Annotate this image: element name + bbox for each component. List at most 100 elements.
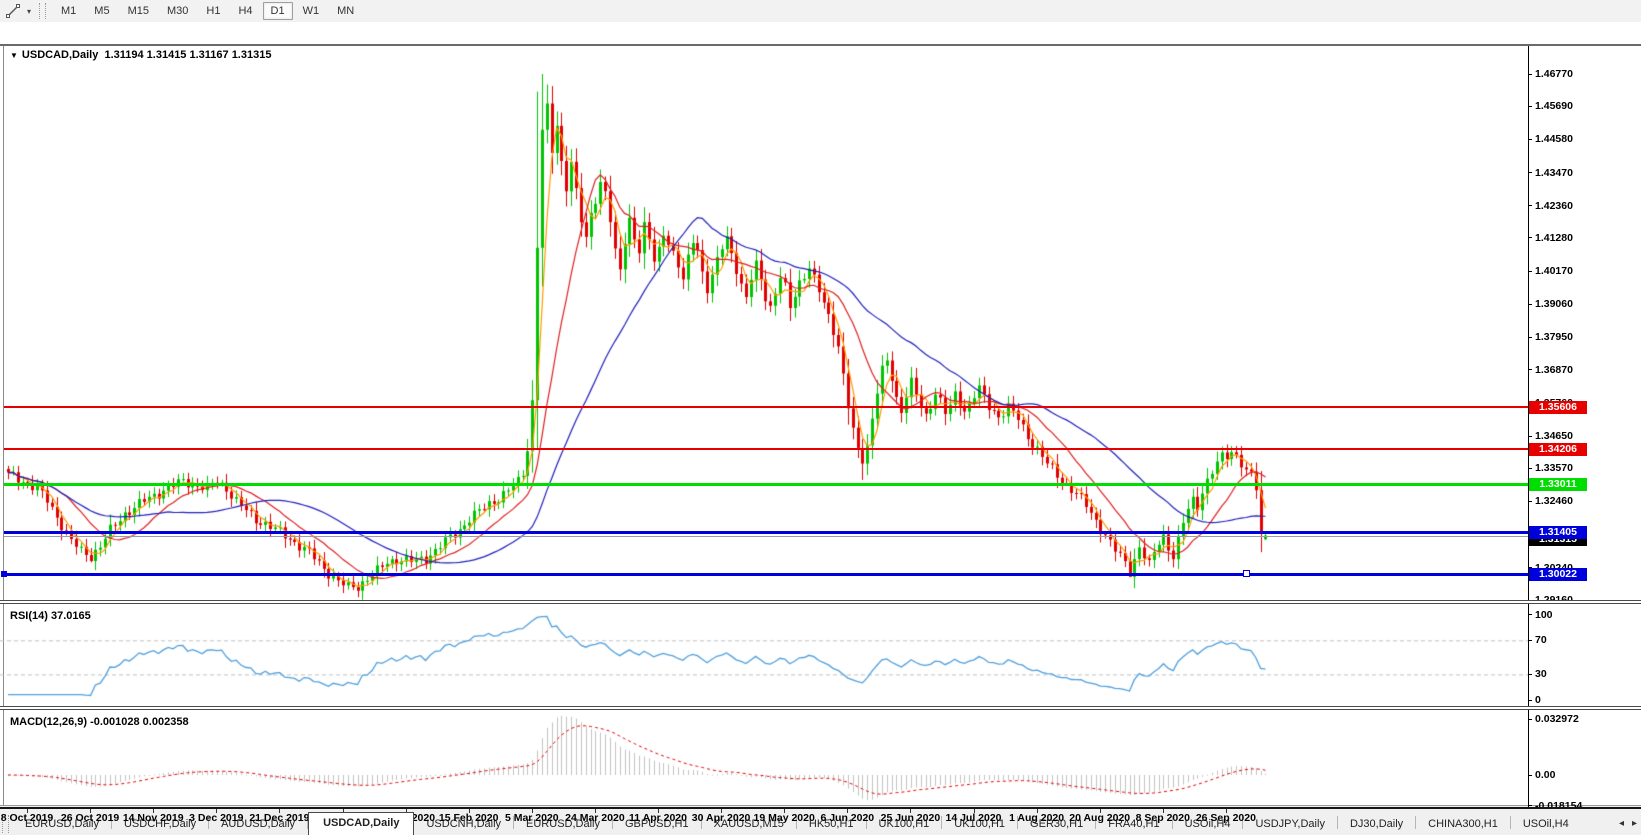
current-price-line bbox=[4, 535, 1528, 537]
date-label: 8 Sep 2020 bbox=[1135, 812, 1190, 824]
price-line-badge: 1.30022 bbox=[1529, 567, 1587, 581]
line-tool-dropdown-arrow[interactable]: ▾ bbox=[26, 6, 31, 16]
price-tick-label: 1.42360 bbox=[1535, 199, 1573, 212]
tab-scroll-right-icon[interactable]: ▸ bbox=[1631, 818, 1637, 829]
date-tick-mark bbox=[847, 809, 849, 813]
tab-separator bbox=[513, 816, 515, 829]
price-tick-label: 1.32460 bbox=[1535, 495, 1573, 508]
price-line-badge: 1.35606 bbox=[1529, 400, 1587, 414]
date-tick-mark bbox=[973, 809, 975, 813]
symbol-tab-ger30-11[interactable]: GER30,H1 bbox=[1030, 818, 1084, 830]
price-line-badge: 1.34206 bbox=[1529, 442, 1587, 456]
date-label: 6 Jun 2020 bbox=[820, 812, 875, 824]
chart-collapse-arrow-icon[interactable]: ▼ bbox=[10, 51, 18, 60]
toolbar-grip[interactable] bbox=[39, 3, 46, 19]
date-tick-mark bbox=[279, 809, 281, 813]
date-tick-mark bbox=[1225, 809, 1227, 813]
symbol-tab-uk100-9[interactable]: UK100,H1 bbox=[878, 818, 930, 830]
date-label: 24 Mar 2020 bbox=[565, 812, 625, 824]
timeframe-button-d1[interactable]: D1 bbox=[262, 2, 293, 20]
date-tick-mark bbox=[468, 809, 470, 813]
price-tick-mark bbox=[1528, 336, 1532, 338]
symbol-tab-eurusd-5[interactable]: EURUSD,Daily bbox=[526, 818, 600, 830]
symbol-tab-china300-16[interactable]: CHINA300,H1 bbox=[1428, 818, 1498, 830]
timeframe-button-h1[interactable]: H1 bbox=[206, 5, 221, 17]
date-label: 1 Aug 2020 bbox=[1009, 812, 1065, 824]
symbol-tabs: EURUSD,Daily USDCHF,Daily AUDUSD,Daily USDC… bbox=[13, 806, 1601, 835]
timeframe-button-mn[interactable]: MN bbox=[337, 5, 355, 17]
price-tick-mark bbox=[1528, 205, 1532, 207]
horizontal-line-1.31405[interactable] bbox=[4, 531, 1528, 535]
symbol-tab-usdchf-1[interactable]: USDCHF,Daily bbox=[123, 818, 197, 830]
horizontal-line-1.34206[interactable] bbox=[4, 448, 1528, 451]
rsi-tick-label: 100 bbox=[1535, 608, 1553, 621]
rsi-tick-mark bbox=[1528, 673, 1532, 675]
symbol-tab-xauusd-7[interactable]: XAUUSD,M15 bbox=[713, 818, 784, 830]
line-handle-left[interactable] bbox=[1, 571, 7, 578]
symbol-tab-dj30-15[interactable]: DJ30,Daily bbox=[1349, 818, 1404, 830]
rsi-indicator-canvas[interactable] bbox=[0, 604, 1528, 706]
tab-separator bbox=[865, 816, 867, 829]
symbol-tab-usoil-17[interactable]: USOil,H4 bbox=[1522, 818, 1569, 830]
symbol-tab-audusd-2[interactable]: AUDUSD,Daily bbox=[221, 818, 296, 830]
macd-tick-mark bbox=[1528, 774, 1532, 776]
date-label: 3 Dec 2019 bbox=[189, 812, 244, 824]
price-tick-mark bbox=[1528, 500, 1532, 502]
date-tick-mark bbox=[27, 809, 28, 813]
date-tick-mark bbox=[784, 809, 786, 813]
price-chart-canvas[interactable] bbox=[0, 46, 1528, 600]
pane-divider-rsi-macd[interactable] bbox=[0, 706, 1641, 710]
price-tick-label: 1.43470 bbox=[1535, 166, 1573, 179]
date-label: 14 Jul 2020 bbox=[945, 812, 1002, 824]
line-handle-right[interactable] bbox=[1243, 570, 1250, 578]
pane-divider-main-rsi[interactable] bbox=[0, 600, 1641, 604]
date-tick-mark bbox=[531, 809, 533, 813]
symbol-tab-usdcnh-4[interactable]: USDCNH,Daily bbox=[426, 818, 502, 830]
date-tick-mark bbox=[910, 809, 912, 813]
timeframe-button-h4[interactable]: H4 bbox=[238, 5, 253, 17]
symbol-tab-usdcad-3[interactable]: USDCAD,Daily bbox=[308, 812, 415, 835]
date-tick-mark bbox=[658, 809, 659, 813]
macd-tick-mark bbox=[1528, 718, 1532, 720]
tab-separator bbox=[1171, 816, 1173, 829]
horizontal-line-1.33011[interactable] bbox=[4, 483, 1528, 487]
timeframe-button-m1[interactable]: M1 bbox=[61, 5, 77, 17]
timeframe-button-m30[interactable]: M30 bbox=[166, 5, 189, 17]
tab-separator bbox=[1095, 816, 1097, 829]
symbol-tab-gbpusd-6[interactable]: GBPUSD,H1 bbox=[625, 818, 689, 830]
tab-scroll-left-icon[interactable]: ◂ bbox=[1618, 818, 1624, 829]
symbol-tab-uk100-10[interactable]: UK100,H1 bbox=[954, 818, 1006, 830]
rsi-tick-label: 0 bbox=[1535, 694, 1541, 706]
rsi-tick-label: 30 bbox=[1535, 668, 1547, 681]
timeframe-button-w1[interactable]: W1 bbox=[302, 5, 320, 17]
price-tick-label: 1.39060 bbox=[1535, 298, 1573, 311]
tab-separator bbox=[208, 816, 210, 829]
timeframe-button-m5[interactable]: M5 bbox=[94, 5, 110, 17]
date-tick-mark bbox=[216, 809, 218, 813]
symbol-tab-eurusd-0[interactable]: EURUSD,Daily bbox=[25, 818, 99, 830]
symbol-tab-hk50-8[interactable]: HK50,H1 bbox=[808, 818, 854, 830]
price-tick-label: 1.36870 bbox=[1535, 363, 1573, 376]
symbol-tab-usdjpy-14[interactable]: USDJPY,Daily bbox=[1255, 818, 1325, 830]
price-tick-mark bbox=[1528, 270, 1532, 272]
price-line-badge: 1.33011 bbox=[1529, 478, 1587, 492]
macd-indicator-canvas[interactable] bbox=[0, 710, 1528, 807]
horizontal-line-1.30022[interactable] bbox=[4, 572, 1528, 576]
symbol-tab-usoil-13[interactable]: USOil,H4 bbox=[1184, 818, 1231, 830]
line-tool-icon[interactable] bbox=[3, 2, 23, 20]
date-tick-mark bbox=[405, 809, 407, 813]
timeframe-button-m15[interactable]: M15 bbox=[127, 5, 149, 17]
macd-bottom-border bbox=[0, 807, 1641, 809]
rsi-label: RSI(14) 37.0165 bbox=[10, 610, 91, 622]
tabbar-grip[interactable] bbox=[2, 815, 9, 833]
date-label: 11 Apr 2020 bbox=[629, 812, 687, 824]
chart-ohlc-values: 1.31194 1.31415 1.31167 1.31315 bbox=[104, 49, 272, 61]
window-top-border bbox=[0, 44, 1641, 46]
horizontal-line-1.35606[interactable] bbox=[4, 406, 1528, 409]
symbol-tab-bar: EURUSD,Daily USDCHF,Daily AUDUSD,Daily USDC… bbox=[0, 805, 1641, 835]
price-tick-mark bbox=[1528, 435, 1532, 437]
price-axis-line bbox=[1528, 46, 1529, 808]
date-label: 19 May 2020 bbox=[753, 812, 815, 824]
price-tick-label: 1.44580 bbox=[1535, 133, 1573, 146]
symbol-tab-fra40-12[interactable]: FRA40,H1 bbox=[1108, 818, 1160, 830]
